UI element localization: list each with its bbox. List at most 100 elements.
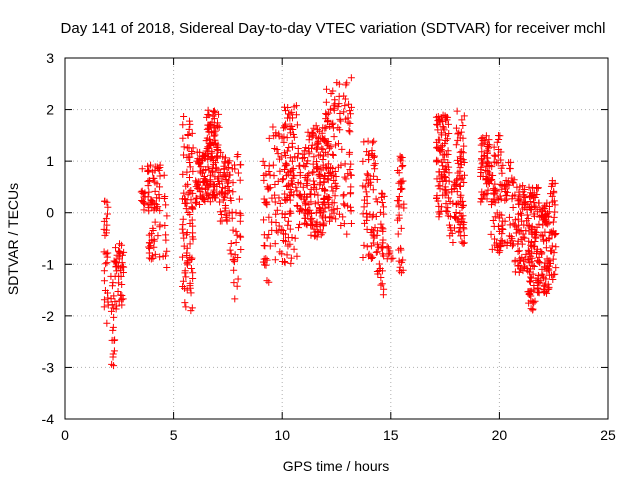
data-point <box>399 161 407 169</box>
data-point <box>279 175 287 183</box>
data-point <box>550 249 558 257</box>
data-point <box>493 209 501 217</box>
data-point <box>375 243 383 251</box>
data-point <box>273 146 281 154</box>
data-point <box>316 151 324 159</box>
data-point <box>262 199 270 207</box>
data-point <box>316 181 324 189</box>
data-point <box>287 177 295 185</box>
data-point <box>163 264 171 271</box>
data-point <box>286 225 294 233</box>
data-point <box>540 274 548 282</box>
data-point <box>511 191 519 199</box>
data-point <box>265 230 273 238</box>
data-point <box>152 205 160 213</box>
data-point <box>457 161 465 169</box>
data-point <box>490 196 498 204</box>
data-point <box>494 222 502 230</box>
data-point <box>389 254 397 262</box>
data-point <box>506 164 514 172</box>
data-point <box>275 222 283 230</box>
data-point <box>489 172 497 180</box>
data-point <box>188 203 196 211</box>
data-point <box>308 144 316 152</box>
data-point <box>499 226 507 234</box>
data-point <box>295 207 303 215</box>
data-point <box>331 192 339 200</box>
data-point <box>434 143 442 151</box>
data-point <box>327 143 335 151</box>
data-point <box>336 110 344 118</box>
data-point <box>219 196 227 204</box>
data-point <box>271 180 279 188</box>
data-point <box>301 198 309 206</box>
data-point <box>514 195 522 203</box>
data-point <box>330 104 338 112</box>
data-point <box>344 114 352 122</box>
data-point <box>195 184 203 192</box>
data-point <box>456 172 464 180</box>
data-point <box>509 220 517 228</box>
data-point <box>396 152 404 160</box>
data-point <box>260 216 268 224</box>
data-point <box>236 232 244 240</box>
data-point <box>347 74 355 82</box>
data-point <box>525 299 533 307</box>
data-point <box>458 148 466 156</box>
data-point <box>515 261 523 269</box>
data-point <box>160 195 168 203</box>
data-point <box>214 141 222 149</box>
data-point <box>526 277 534 285</box>
data-point <box>347 171 355 179</box>
data-point <box>312 220 320 228</box>
data-point <box>196 148 204 156</box>
data-point <box>234 151 242 159</box>
data-point <box>551 270 559 278</box>
data-point <box>296 220 304 228</box>
data-point <box>318 129 326 137</box>
data-point <box>487 230 495 238</box>
data-point <box>436 136 444 144</box>
data-point <box>225 187 233 195</box>
data-point <box>387 255 395 263</box>
data-point <box>380 192 388 200</box>
data-point <box>148 252 156 260</box>
data-point <box>369 239 377 247</box>
data-point <box>159 252 167 260</box>
data-point <box>293 121 301 129</box>
data-point <box>378 224 386 232</box>
data-point <box>383 243 391 251</box>
data-point <box>183 153 191 161</box>
y-tick-label: 0 <box>46 205 54 221</box>
data-point <box>360 241 368 249</box>
data-point <box>263 256 271 264</box>
data-point <box>549 218 557 226</box>
data-point <box>459 134 467 142</box>
data-point <box>104 294 112 302</box>
data-point <box>492 158 500 166</box>
data-point <box>156 207 164 215</box>
data-point <box>308 128 316 136</box>
data-point <box>179 121 187 129</box>
data-point <box>156 172 164 180</box>
data-point <box>226 157 234 165</box>
data-point <box>184 180 192 188</box>
data-point <box>373 176 381 184</box>
data-point <box>310 153 318 161</box>
data-point <box>438 158 446 166</box>
data-point <box>491 186 499 194</box>
data-point <box>459 212 467 220</box>
data-point <box>532 233 540 241</box>
data-point <box>233 231 241 239</box>
data-point <box>111 258 119 266</box>
data-point <box>307 215 315 223</box>
data-point <box>300 161 308 169</box>
data-point <box>183 199 191 207</box>
data-point <box>110 362 118 370</box>
data-point <box>322 98 330 106</box>
data-point <box>214 122 222 130</box>
data-point <box>319 145 327 153</box>
data-point <box>346 120 354 128</box>
data-point <box>324 201 332 209</box>
data-point <box>100 296 108 304</box>
